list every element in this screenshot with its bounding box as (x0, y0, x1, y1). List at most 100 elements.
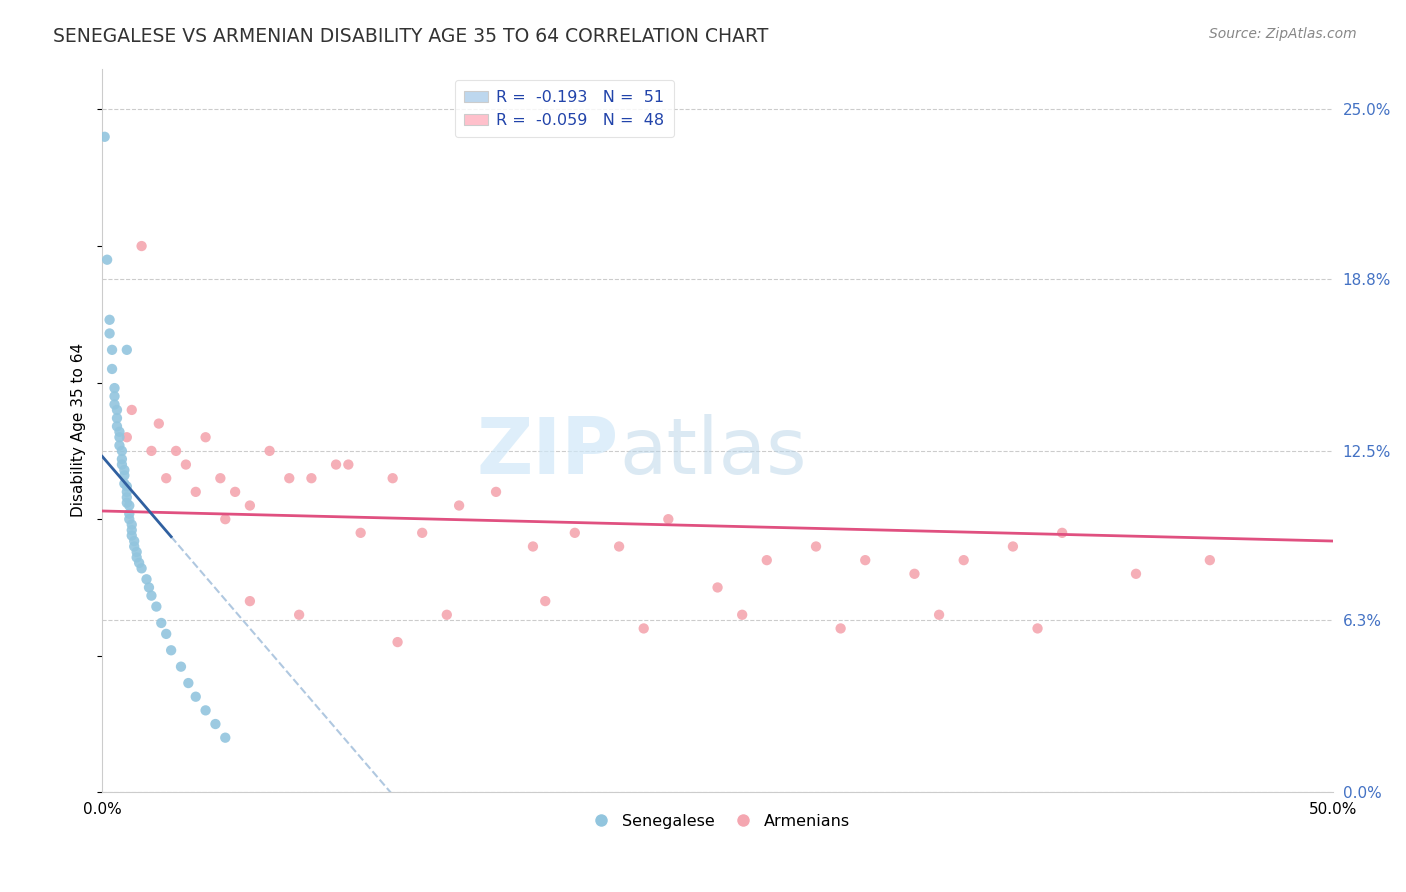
Point (194, 703, 217, 717)
Point (633, 622, 655, 636)
Point (155, 627, 177, 641)
Point (830, 622, 852, 636)
Point (105, 403, 128, 417)
Point (118, 499, 141, 513)
Point (350, 525, 373, 540)
Point (436, 607, 458, 622)
Point (115, 343, 138, 357)
Point (1026, 622, 1049, 636)
Point (928, 607, 950, 622)
Point (115, 496, 138, 510)
Point (325, 458, 347, 472)
Point (224, 484, 246, 499)
Point (122, 534, 145, 549)
Point (118, 512, 141, 526)
Point (184, 690, 207, 704)
Point (96, 252, 118, 267)
Point (93, 129, 115, 144)
Point (337, 458, 360, 472)
Point (165, 443, 187, 458)
Text: atlas: atlas (619, 414, 807, 490)
Point (115, 430, 138, 444)
Point (115, 484, 138, 499)
Point (105, 419, 128, 434)
Point (288, 607, 311, 622)
Point (135, 572, 157, 586)
Point (98, 313, 121, 327)
Point (731, 607, 754, 622)
Point (131, 239, 153, 253)
Point (108, 438, 131, 452)
Point (903, 566, 925, 581)
Point (148, 417, 170, 431)
Point (155, 471, 177, 485)
Point (125, 550, 148, 565)
Point (101, 343, 124, 357)
Point (103, 397, 125, 411)
Text: Source: ZipAtlas.com: Source: ZipAtlas.com (1209, 27, 1357, 41)
Point (259, 443, 281, 458)
Point (118, 507, 141, 521)
Point (105, 411, 128, 425)
Point (184, 484, 207, 499)
Point (278, 471, 301, 485)
Point (177, 676, 200, 690)
Point (138, 581, 160, 595)
Point (125, 545, 148, 559)
Text: SENEGALESE VS ARMENIAN DISABILITY AGE 35 TO 64 CORRELATION CHART: SENEGALESE VS ARMENIAN DISABILITY AGE 35… (53, 27, 769, 45)
Text: ZIP: ZIP (477, 414, 619, 490)
Point (108, 425, 131, 439)
Point (411, 525, 433, 540)
Point (103, 389, 125, 403)
Point (485, 484, 508, 499)
Point (128, 556, 150, 570)
Point (121, 528, 143, 542)
Point (239, 499, 262, 513)
Point (706, 581, 728, 595)
Point (103, 381, 125, 395)
Point (170, 659, 193, 673)
Point (1050, 525, 1073, 540)
Point (952, 553, 974, 567)
Point (657, 512, 679, 526)
Point (1001, 540, 1024, 554)
Point (804, 540, 827, 554)
Point (112, 463, 135, 477)
Point (534, 594, 557, 608)
Point (111, 458, 134, 472)
Point (301, 471, 323, 485)
Point (141, 589, 163, 603)
Point (121, 517, 143, 532)
Point (122, 540, 145, 554)
Point (214, 731, 236, 745)
Point (121, 403, 143, 417)
Point (1198, 553, 1220, 567)
Point (112, 468, 135, 483)
Point (160, 643, 183, 657)
Legend: Senegalese, Armenians: Senegalese, Armenians (579, 807, 856, 835)
Point (115, 491, 138, 505)
Point (387, 635, 409, 649)
Point (121, 523, 143, 537)
Point (112, 476, 135, 491)
Y-axis label: Disability Age 35 to 64: Disability Age 35 to 64 (72, 343, 86, 517)
Point (111, 443, 134, 458)
Point (115, 479, 138, 493)
Point (98, 326, 121, 341)
Point (108, 430, 131, 444)
Point (214, 512, 236, 526)
Point (101, 362, 124, 376)
Point (755, 553, 778, 567)
Point (111, 452, 134, 467)
Point (141, 443, 163, 458)
Point (150, 615, 173, 630)
Point (381, 471, 404, 485)
Point (131, 561, 153, 575)
Point (449, 499, 471, 513)
Point (853, 553, 876, 567)
Point (239, 594, 262, 608)
Point (204, 717, 226, 731)
Point (1125, 566, 1147, 581)
Point (194, 430, 217, 444)
Point (522, 540, 544, 554)
